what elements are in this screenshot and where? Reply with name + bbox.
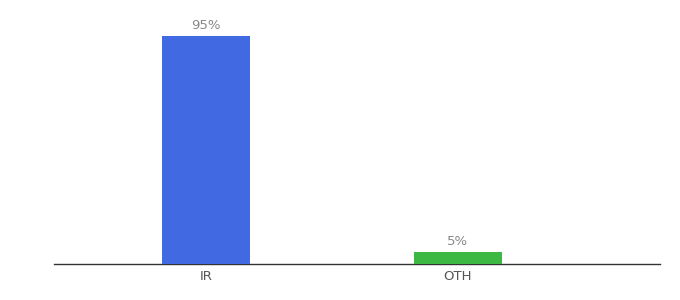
Bar bbox=[162, 36, 250, 264]
Bar bbox=[413, 252, 502, 264]
Text: 5%: 5% bbox=[447, 236, 469, 248]
Text: 95%: 95% bbox=[191, 20, 220, 32]
